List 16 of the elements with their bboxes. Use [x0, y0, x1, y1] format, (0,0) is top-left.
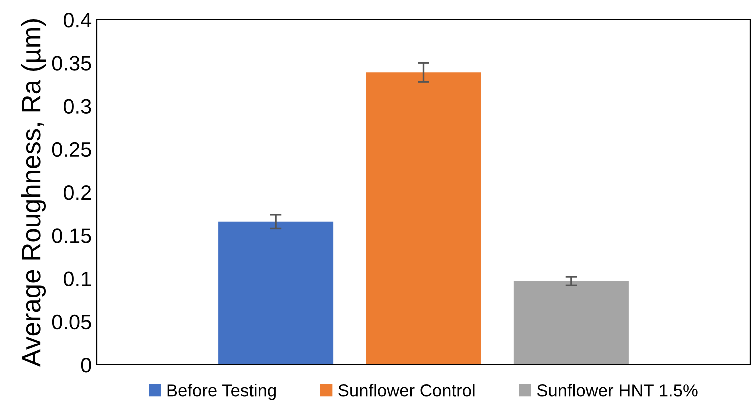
bar [514, 281, 629, 365]
legend-label: Sunflower Control [338, 384, 475, 397]
legend-label: Before Testing [168, 384, 276, 400]
y-tick-label: 0.15 [52, 228, 92, 244]
legend-label: Sunflower HNT 1.5% [537, 384, 698, 397]
bar [218, 222, 334, 365]
y-tick-label: 0.35 [52, 56, 92, 71]
y-tick-label: 0 [81, 358, 92, 373]
bar [366, 72, 482, 365]
y-tick-label: 0.1 [64, 272, 92, 287]
y-tick-label: 0.2 [64, 186, 92, 200]
y-tick-label: 0.4 [64, 13, 92, 28]
y-tick-label: 0.25 [52, 142, 92, 158]
y-axis-title: Average Roughness, Ra (µm) [21, 20, 46, 368]
y-tick-label: 0.05 [52, 314, 92, 330]
y-tick-label: 0.3 [64, 99, 92, 114]
